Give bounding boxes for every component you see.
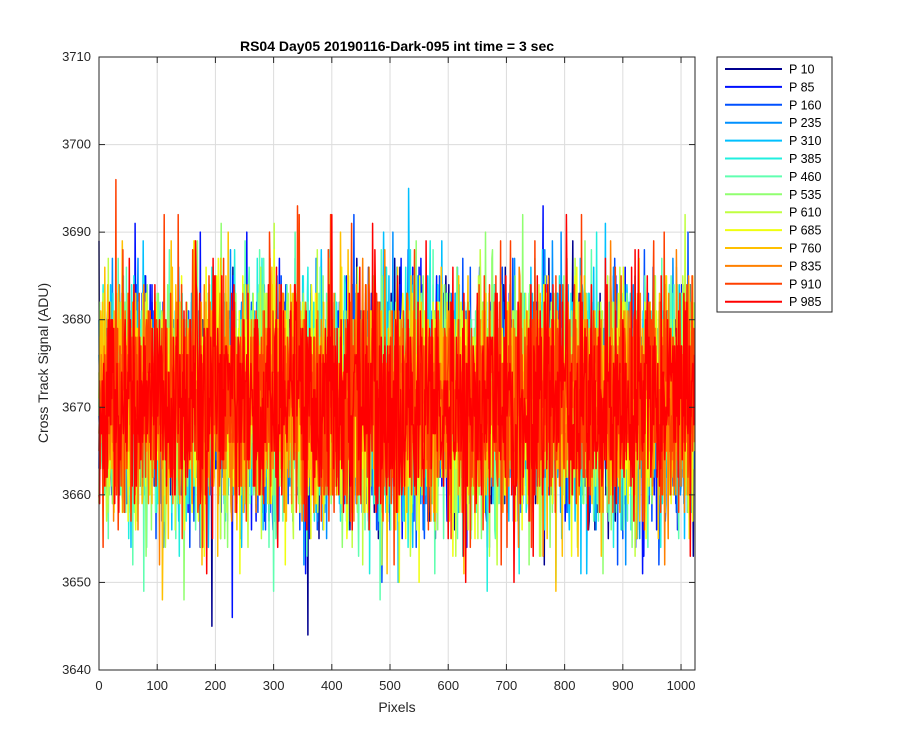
x-tick-label: 300 [263,678,285,693]
y-tick-label: 3640 [62,662,91,677]
legend-label: P 610 [789,206,821,220]
x-tick-label: 1000 [667,678,696,693]
axis-ticks: 0 100 200 300 400 500 600 700 800 900 1000 3640 3650… [62,49,695,693]
legend-label: P 85 [789,80,815,94]
legend-label: P 985 [789,295,821,309]
legend-label: P 160 [789,98,821,112]
y-tick-label: 3690 [62,224,91,239]
x-tick-label: 400 [321,678,343,693]
series-lines [98,178,696,636]
legend-label: P 535 [789,188,821,202]
x-tick-label: 600 [437,678,459,693]
x-tick-label: 700 [496,678,518,693]
x-tick-label: 200 [205,678,227,693]
series-line-p985 [98,213,696,584]
plot-frame [98,56,696,671]
legend-box [716,56,833,313]
x-tick-label: 800 [554,678,576,693]
legend-label: P 910 [789,277,821,291]
x-tick-label: 500 [379,678,401,693]
legend-label: P 385 [789,152,821,166]
legend-label: P 310 [789,134,821,148]
legend-label: P 460 [789,170,821,184]
legend-label: P 760 [789,242,821,256]
y-tick-label: 3700 [62,137,91,152]
legend-label: P 685 [789,224,821,238]
y-tick-label: 3670 [62,399,91,414]
legend: P 10 P 85 P 160 P 235 P 310 P 385 P 460 P 535 P … [716,56,833,313]
legend-label: P 235 [789,116,821,130]
x-tick-label: 100 [146,678,168,693]
y-tick-label: 3680 [62,312,91,327]
y-axis-label: Cross Track Signal (ADU) [35,283,51,443]
legend-label: P 835 [789,259,821,273]
x-axis-label: Pixels [378,699,415,715]
y-tick-label: 3650 [62,574,91,589]
x-tick-label: 900 [612,678,634,693]
y-tick-label: 3710 [62,49,91,64]
legend-label: P 10 [789,63,815,77]
y-tick-label: 3660 [62,487,91,502]
x-tick-label: 0 [95,678,102,693]
chart-title: RS04 Day05 20190116-Dark-095 int time = … [240,38,554,54]
